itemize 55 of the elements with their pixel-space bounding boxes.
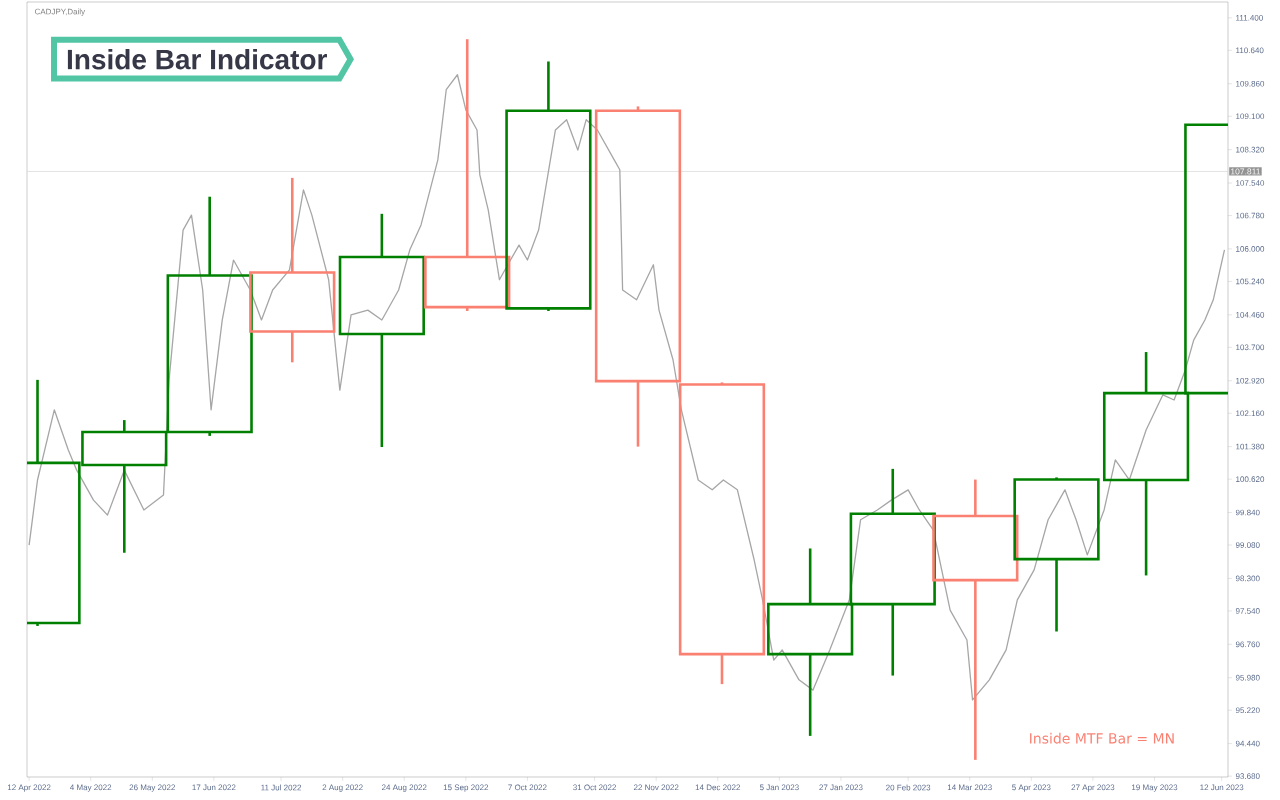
y-tick-label: 106.780 [1236,212,1265,219]
y-tick-label: 105.240 [1236,278,1265,285]
text: Inside Bar Indicator [67,48,327,70]
y-tick-label: 94.440 [1235,740,1260,747]
x-tick-label: 27 Apr 2023 [1071,784,1115,792]
x-tick-label: 27 Jan 2023 [819,784,863,791]
y-tick-label: 106.000 [1236,246,1265,252]
y-tick-label: 95.980 [1235,674,1260,681]
y-tick-label: 108.320 [1236,146,1265,153]
y-tick-label: 100.620 [1236,476,1265,482]
x-tick-label: 11 Jul 2022 [261,784,302,791]
x-tick-label: 22 Nov 2022 [633,784,679,791]
x-tick-label: 31 Oct 2022 [573,784,616,791]
y-tick-label: 111.400 [1236,15,1263,21]
x-tick-label: 15 Sep 2022 [443,784,489,792]
x-tick-label: 4 May 2022 [69,784,112,792]
y-tick-label: 109.860 [1236,80,1265,87]
x-tick-label: 26 May 2022 [129,784,175,792]
ref-line-label: 107.811 [1231,168,1261,175]
y-tick-label: 104.460 [1236,311,1265,318]
x-tick-label: 12 Apr 2022 [7,784,51,792]
x-tick-label: 5 Apr 2023 [1012,784,1051,792]
y-tick-label: 101.380 [1236,443,1265,450]
y-tick-label: 102.160 [1236,410,1265,417]
y-tick-label: 98.300 [1235,575,1260,582]
y-tick-label: 93.680 [1235,773,1260,779]
y-tick-label: 99.840 [1235,509,1260,516]
annotation: Inside MTF Bar = MN [1030,732,1174,744]
x-tick-label: 12 Jun 2023 [1200,784,1244,791]
line-series [28,74,1226,701]
y-tick-label: 99.080 [1235,542,1260,548]
x-tick-label: 5 Jan 2023 [759,784,799,791]
x-tick-label: 19 May 2023 [1131,784,1178,792]
x-tick-label: 14 Mar 2023 [947,784,992,791]
candlestick [1013,476,1100,633]
y-tick-label: 110.640 [1236,47,1264,54]
y-tick-label: 96.760 [1235,641,1260,648]
candlestick [505,60,592,313]
y-tick-label: 102.920 [1236,377,1265,384]
candlestick [932,478,1019,762]
candlestick [249,176,336,364]
x-tick-label: 20 Feb 2023 [886,784,931,791]
y-tick-label: 97.540 [1235,608,1260,614]
y-tick-label: 95.220 [1235,707,1260,714]
y-tick-label: 107.540 [1236,180,1265,186]
x-tick-label: 7 Oct 2022 [508,784,547,791]
y-tick-label: 103.700 [1236,344,1265,351]
candlestick [338,212,425,449]
y-tick-label: 109.100 [1236,113,1265,120]
candlestick [424,37,511,313]
x-tick-label: 17 Jun 2022 [192,784,236,791]
x-tick-label: 24 Aug 2022 [381,784,427,792]
text: CADJPY,Daily [34,8,86,16]
x-tick-label: 2 Aug 2022 [322,784,363,792]
x-tick-label: 14 Dec 2022 [695,784,741,791]
